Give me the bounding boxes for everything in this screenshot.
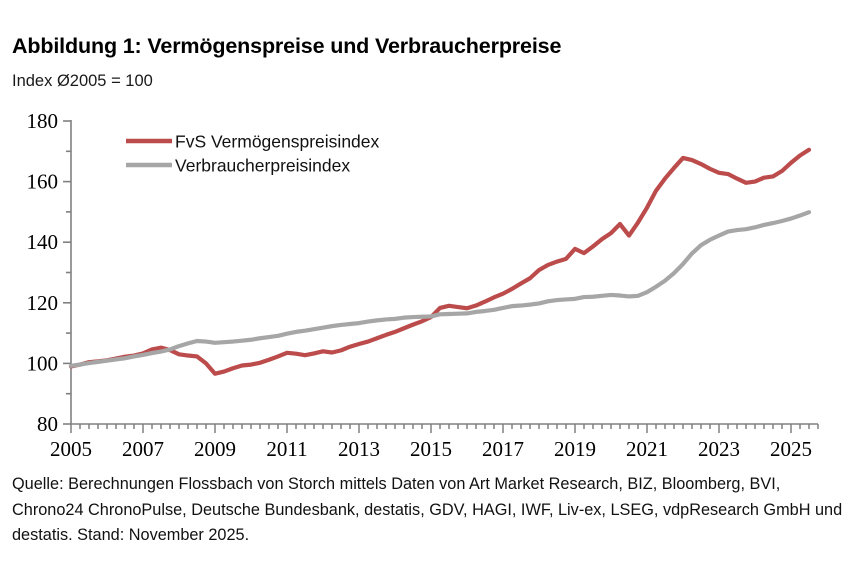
legend-label: Verbraucherpreisindex [175,156,350,176]
chart-legend: FvS Vermögenspreisindex Verbraucherpreisi… [126,132,380,176]
x-axis-tick-label: 2019 [554,437,596,460]
source-note: Quelle: Berechnungen Flossbach von Storc… [12,475,843,544]
legend-label: FvS Vermögenspreisindex [175,132,380,152]
chart-series [68,147,812,376]
x-axis-tick-label: 2013 [338,437,380,460]
y-axis-tick-label: 120 [27,291,59,315]
series-line-consumer-price-index [68,210,812,368]
x-axis-tick-label: 2005 [50,437,92,460]
chart-plot-area: 80 100 120 140 160 180 2005 2007 2009 2011 2013 201… [0,100,858,460]
x-axis-tick-label: 2015 [410,437,452,460]
y-axis-tick-label: 80 [37,412,58,436]
x-axis-tick-label: 2007 [122,437,164,460]
legend-item: Verbraucherpreisindex [126,156,350,176]
y-axis-tick-label: 180 [27,109,59,133]
legend-item: FvS Vermögenspreisindex [126,132,380,152]
x-axis-tick-label: 2023 [698,437,740,460]
line-chart-svg: 80 100 120 140 160 180 2005 2007 2009 2011 2013 201… [27,109,819,460]
x-axis-tick-label: 2021 [626,437,668,460]
y-axis-tick-label: 100 [27,351,59,375]
y-axis-tick-label: 160 [27,170,59,194]
y-axis-tick-label: 140 [27,230,59,254]
x-axis-tick-label: 2009 [194,437,236,460]
x-axis-tick-label: 2025 [770,437,812,460]
page-title: Abbildung 1: Vermögenspreise und Verbrau… [12,34,562,58]
x-axis-tick-label: 2017 [482,437,524,460]
x-axis-tick-label: 2011 [266,437,307,460]
chart-axes: 80 100 120 140 160 180 2005 2007 2009 2011 2013 201… [27,109,819,460]
series-line-asset-price-index [68,147,812,376]
figure-subtitle: Index Ø2005 = 100 [12,72,153,90]
